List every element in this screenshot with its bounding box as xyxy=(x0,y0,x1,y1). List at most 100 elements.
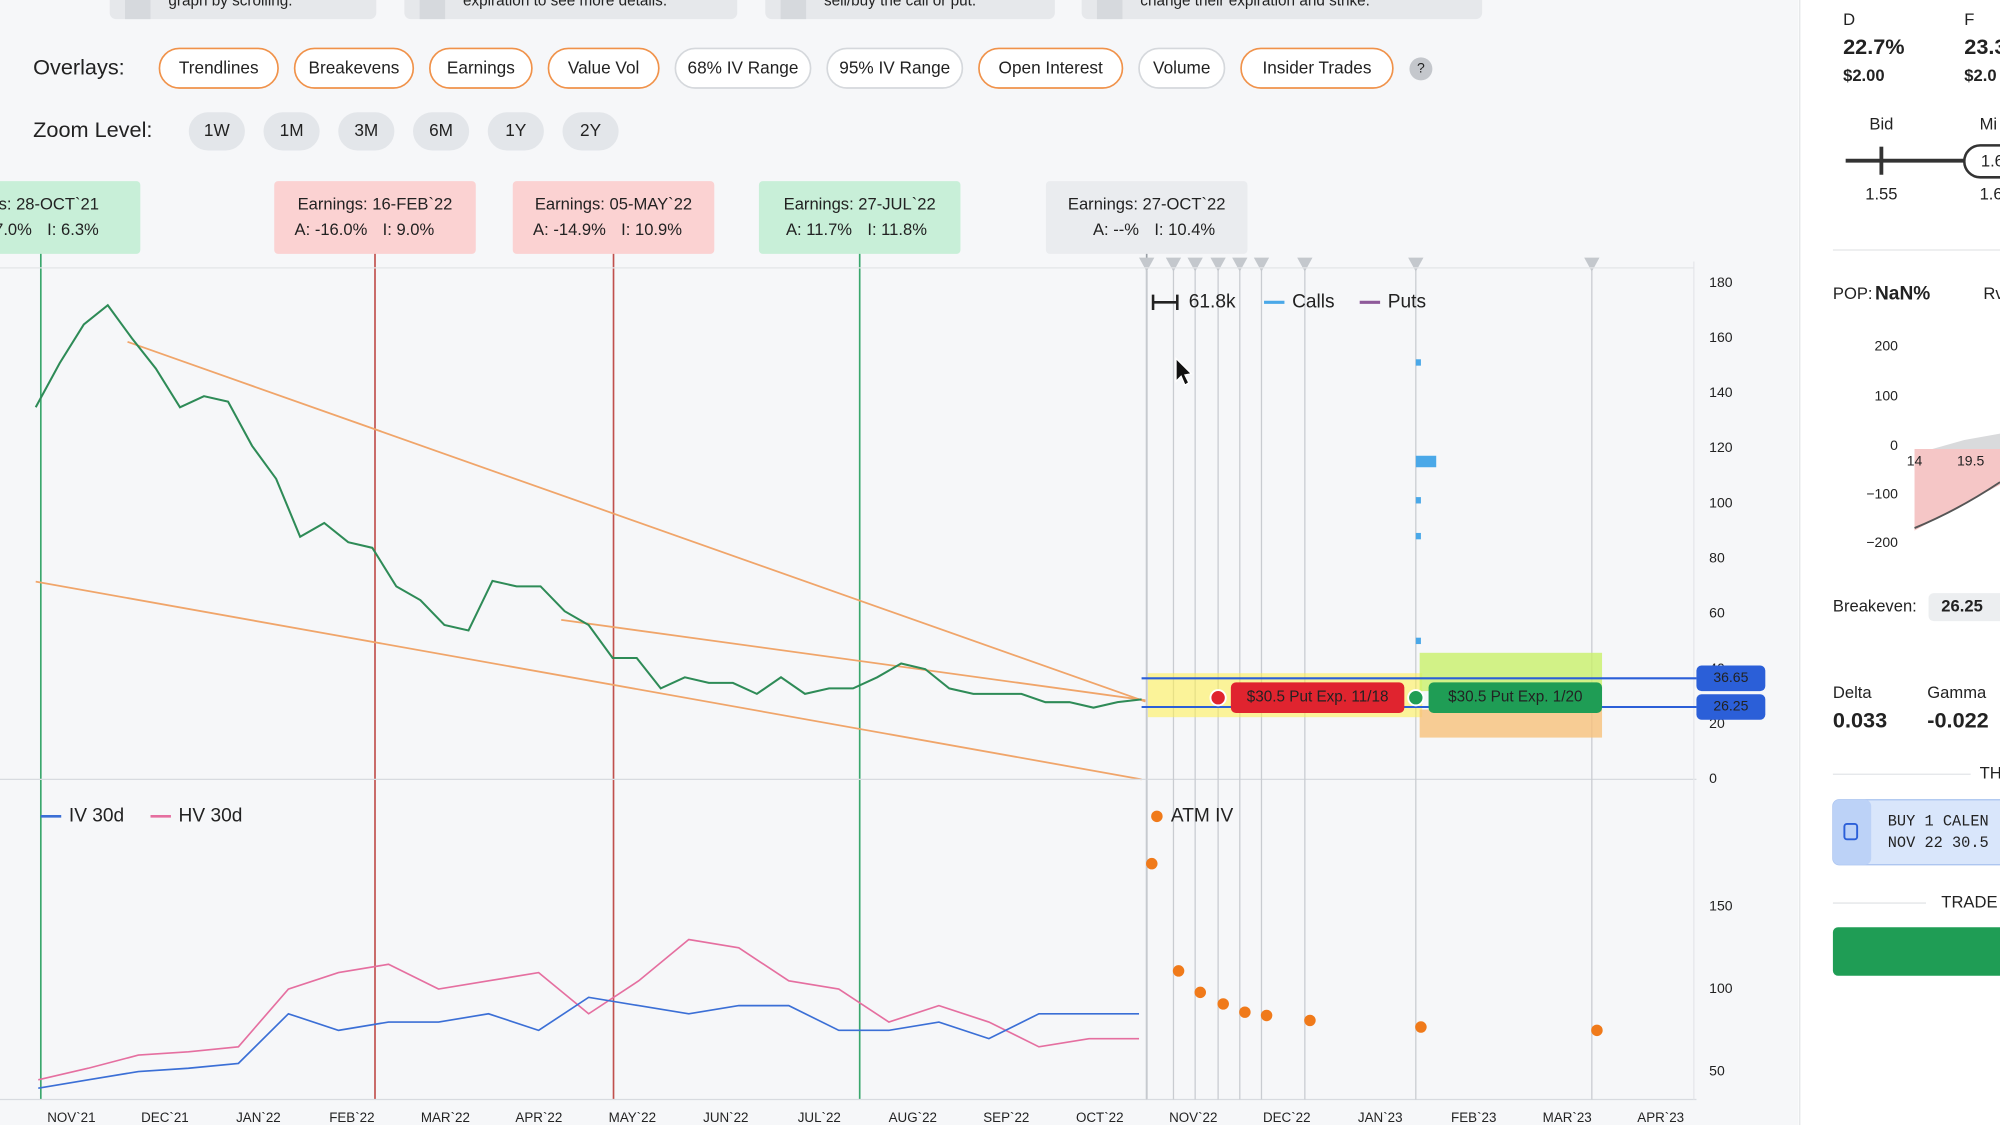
hints: graph by scrolling. expiration to see mor… xyxy=(109,0,1483,20)
zoom-button[interactable] xyxy=(413,112,470,151)
y-tick-label: 150 xyxy=(1709,897,1733,913)
price-tag xyxy=(1696,665,1766,692)
x-tick-label: NOV`22 xyxy=(1169,1110,1217,1125)
help-icon[interactable] xyxy=(1409,57,1433,81)
overlay-button-text[interactable]: Value Vol xyxy=(568,57,639,77)
zoom-button-text[interactable]: 1W xyxy=(204,120,231,140)
y-tick-label: 140 xyxy=(1709,384,1733,400)
zoom-button-text[interactable]: 3M xyxy=(354,120,378,140)
zoom-button[interactable] xyxy=(487,112,544,151)
zoom-button-text[interactable]: 6M xyxy=(429,120,453,140)
price-line xyxy=(34,303,1142,709)
trade-label-box[interactable] xyxy=(1428,682,1603,714)
trade-dot xyxy=(1407,689,1425,707)
slider-knob[interactable] xyxy=(1963,144,2000,179)
zoom-button[interactable] xyxy=(188,112,245,151)
expiration-marker xyxy=(1210,257,1226,272)
side-text: 22.7% xyxy=(1843,34,1904,59)
zoom-button[interactable] xyxy=(263,112,320,151)
overlay-button[interactable] xyxy=(158,47,279,89)
side-text: NaN% xyxy=(1875,284,1930,305)
side-text: POP: xyxy=(1833,284,1873,303)
atm-iv-dot xyxy=(1591,1024,1603,1037)
earnings-implied: I: 10.4% xyxy=(1154,220,1215,239)
y-tick-label: 160 xyxy=(1709,329,1733,345)
overlay-button-text[interactable]: Volume xyxy=(1153,57,1210,77)
side-text: Gamma xyxy=(1927,683,1987,702)
vol-line xyxy=(38,996,1140,1089)
x-tick-label: OCT`22 xyxy=(1076,1110,1124,1125)
overlay-button[interactable] xyxy=(826,47,964,89)
earnings-date: Earnings: 27-OCT`22 xyxy=(1068,195,1226,214)
open-interest-bar xyxy=(1415,532,1421,540)
atm-iv-dot xyxy=(1304,1014,1316,1027)
overlay-button[interactable] xyxy=(1240,47,1394,89)
trade-button[interactable] xyxy=(1832,927,2000,976)
atm-iv-dot xyxy=(1217,998,1229,1010)
overlay-button-text[interactable]: Trendlines xyxy=(179,57,259,77)
overlay-button[interactable] xyxy=(978,47,1124,89)
earnings-actual: A: --% xyxy=(1093,220,1139,239)
side-text: TH xyxy=(1980,764,2000,783)
vol-line xyxy=(38,938,1140,1081)
hint-box xyxy=(109,0,377,20)
overlay-button-text[interactable]: Breakevens xyxy=(309,57,400,77)
side-text: 26.25 xyxy=(1941,597,1983,616)
side-text: -0.022 xyxy=(1927,708,1988,733)
payoff-x: 14 xyxy=(1907,452,1923,468)
payoff-line xyxy=(1914,481,2000,529)
trade-label-box[interactable] xyxy=(1230,682,1405,714)
overlay-button-text[interactable]: Open Interest xyxy=(999,57,1103,77)
side-text: $2.00 xyxy=(1843,66,1885,85)
overlay-button[interactable] xyxy=(674,47,812,89)
price-tag-text: 36.65 xyxy=(1713,669,1748,685)
x-tick-label: JAN`22 xyxy=(236,1110,281,1125)
earnings-box xyxy=(758,181,961,254)
earnings-date: Earnings: 27-JUL`22 xyxy=(784,195,936,214)
y-tick-label: 50 xyxy=(1709,1062,1725,1078)
help-text: ? xyxy=(1417,60,1425,76)
legend-label: IV 30d xyxy=(69,805,124,826)
overlay-buttons: Trendlines Breakevens Earnings Value Vol 68%… xyxy=(158,47,1433,89)
open-interest-bar xyxy=(1415,455,1437,468)
expiration-marker xyxy=(1187,257,1203,272)
earnings-box xyxy=(0,181,141,254)
zoom-button[interactable] xyxy=(562,112,619,151)
volume-icon xyxy=(1151,294,1179,310)
zoom-button-text[interactable]: 1M xyxy=(280,120,304,140)
side-text: 1.6 xyxy=(1981,151,2000,170)
overlay-button[interactable] xyxy=(429,47,533,89)
overlay-button-text[interactable]: 68% IV Range xyxy=(688,57,799,77)
zoom-label: Zoom Level: xyxy=(33,117,152,142)
side-text: 1.6 xyxy=(1980,185,2000,204)
hint-text: sell/buy the call or put. xyxy=(824,0,976,9)
overlay-button-text[interactable]: Insider Trades xyxy=(1262,57,1371,77)
y-tick-label: 120 xyxy=(1709,439,1733,455)
zoom-button-text[interactable]: 2Y xyxy=(580,120,602,140)
order-icon xyxy=(1843,823,1859,841)
payoff-tick: −100 xyxy=(1866,486,1898,502)
y-tick-label: 60 xyxy=(1709,605,1725,621)
atm-iv-dot xyxy=(1194,986,1206,999)
atm-iv-dot xyxy=(1172,965,1185,977)
earnings: ngs: 28-OCT`21 7.0% I: 6.3% Earnings: 16-FE… xyxy=(0,181,1248,1100)
earnings-date: Earnings: 05-MAY`22 xyxy=(535,195,692,214)
payoff-loss xyxy=(1914,448,2000,531)
overlay-button-text[interactable]: 95% IV Range xyxy=(839,57,950,77)
legend-label: ATM IV xyxy=(1171,805,1234,826)
earnings-actual: 7.0% xyxy=(0,220,32,239)
side-text: F xyxy=(1964,10,1974,29)
y-tick-label: 0 xyxy=(1709,770,1717,786)
overlay-button-text[interactable]: Earnings xyxy=(447,57,515,77)
overlay-button[interactable] xyxy=(293,47,415,89)
zoom-button[interactable] xyxy=(338,112,395,151)
overlay-button[interactable] xyxy=(547,47,660,89)
earnings-implied: I: 10.9% xyxy=(621,220,682,239)
x-tick-label: FEB`22 xyxy=(329,1110,374,1125)
zoom-button-text[interactable]: 1Y xyxy=(505,120,527,140)
overlay-button[interactable] xyxy=(1138,47,1226,89)
side-text: Rv xyxy=(1983,284,2000,303)
x-tick-label: JUN`22 xyxy=(703,1110,748,1125)
earnings-actual: A: -16.0% xyxy=(295,220,368,239)
cursor xyxy=(1175,356,1193,387)
